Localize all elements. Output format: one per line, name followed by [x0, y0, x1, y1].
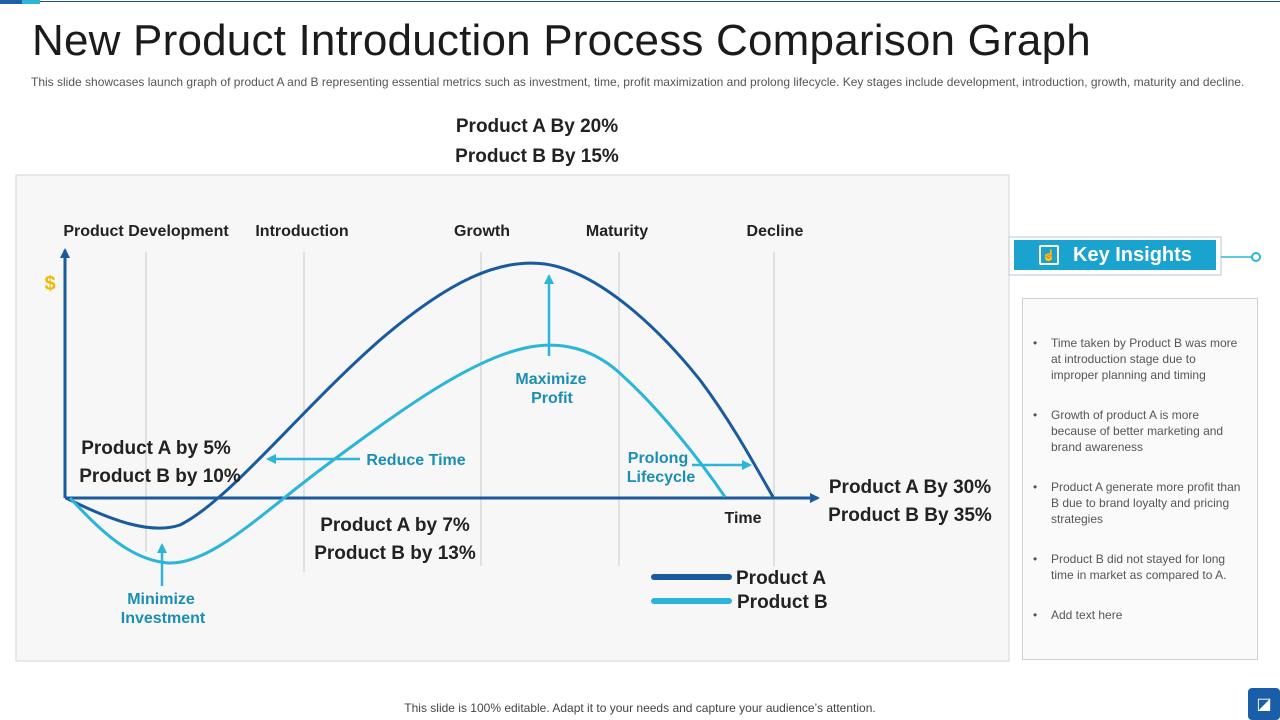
legend-label-product-b: Product B — [737, 592, 828, 613]
top-metric-b: Product B By 15% — [455, 146, 619, 167]
stage-label: Growth — [454, 223, 510, 240]
minimize-investment-label-line2: Investment — [121, 610, 206, 627]
insight-item: Growth of product A is more because of b… — [1033, 407, 1243, 455]
top-rule — [40, 1, 1280, 2]
top-metric-a: Product A By 20% — [456, 116, 618, 137]
stage-label: Maturity — [586, 223, 648, 240]
right-metric-a: Product A By 30% — [829, 477, 991, 498]
accent-block-light — [22, 0, 40, 4]
middle-metric-b: Product B by 13% — [314, 543, 476, 564]
key-insights-panel: Time taken by Product B was more at intr… — [1022, 298, 1258, 660]
maximize-profit-label-line1: Maximize — [515, 371, 586, 388]
hand-pointer-icon: ☝ — [1039, 245, 1059, 265]
stage-label: Introduction — [255, 223, 348, 240]
y-axis-dollar-label: $ — [44, 273, 55, 295]
right-metric-b: Product B By 35% — [828, 505, 992, 526]
product-a-curve — [65, 261, 775, 530]
key-insights-title: Key Insights — [1073, 243, 1192, 266]
page-title: New Product Introduction Process Compari… — [32, 16, 1091, 65]
left-metric-b: Product B by 10% — [79, 466, 241, 487]
key-insights-connector-dot — [1251, 252, 1261, 262]
prolong-lifecycle-label-line1: Prolong — [628, 450, 688, 467]
stage-label: Product Development — [63, 223, 229, 240]
logo-icon: ◪ — [1256, 696, 1272, 713]
page-subtitle: This slide showcases launch graph of pro… — [31, 75, 1245, 89]
insight-item: Product B did not stayed for long time i… — [1033, 551, 1243, 583]
key-insights-header: ☝ Key Insights — [1014, 240, 1216, 270]
x-axis-time-label: Time — [724, 510, 761, 527]
reduce-time-label: Reduce Time — [366, 452, 465, 469]
prolong-lifecycle-label-line2: Lifecycle — [627, 469, 696, 486]
top-accent-bar — [0, 0, 1280, 4]
stage-label: Decline — [747, 223, 804, 240]
insight-item: Time taken by Product B was more at intr… — [1033, 335, 1243, 383]
minimize-investment-label-line1: Minimize — [127, 591, 195, 608]
footer-note: This slide is 100% editable. Adapt it to… — [404, 701, 876, 715]
corner-logo-button[interactable]: ◪ — [1248, 688, 1280, 720]
insight-item: Add text here — [1033, 607, 1243, 623]
insights-list: Time taken by Product B was more at intr… — [1023, 299, 1257, 623]
insight-item: Product A generate more profit than B du… — [1033, 479, 1243, 527]
maximize-profit-label-line2: Profit — [531, 390, 573, 407]
left-metric-a: Product A by 5% — [81, 438, 231, 459]
legend-label-product-a: Product A — [736, 568, 826, 589]
middle-metric-a: Product A by 7% — [320, 515, 470, 536]
key-insights-frame — [1008, 236, 1222, 276]
accent-block-dark — [0, 0, 22, 4]
diagram-panel — [15, 174, 1010, 662]
product-b-curve — [68, 343, 727, 565]
